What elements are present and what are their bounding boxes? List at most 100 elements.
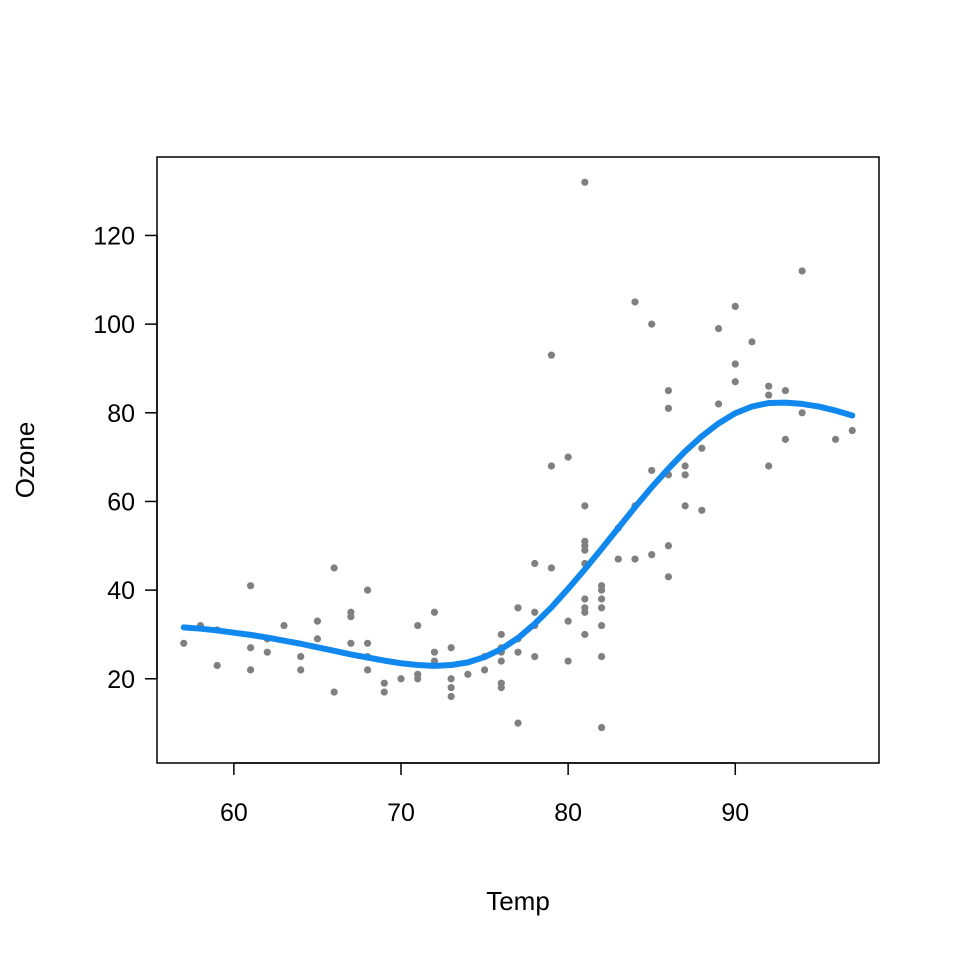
data-point-84	[664, 387, 673, 395]
data-point-63	[581, 546, 589, 554]
data-point-99	[748, 338, 756, 346]
data-point-13	[313, 635, 322, 643]
data-point-88	[664, 573, 673, 581]
data-point-25	[397, 675, 405, 683]
data-point-23	[380, 679, 388, 687]
data-point-38	[480, 666, 489, 674]
data-point-60	[581, 502, 589, 510]
data-point-100	[765, 382, 773, 390]
data-point-22	[363, 666, 372, 674]
y-tick-label-100: 100	[93, 311, 135, 339]
data-point-50	[531, 608, 539, 616]
data-point-77	[614, 555, 622, 563]
smooth-curve	[180, 399, 856, 669]
data-point-18	[347, 639, 355, 647]
data-point-28	[414, 675, 422, 683]
data-point-20	[363, 639, 372, 647]
data-point-54	[547, 462, 556, 470]
y-tick-label-40: 40	[107, 577, 135, 605]
data-point-95	[714, 400, 723, 408]
data-point-78	[631, 298, 639, 306]
data-point-48	[514, 719, 522, 727]
data-point-36	[464, 670, 472, 678]
data-point-101	[765, 391, 773, 399]
data-point-107	[831, 435, 840, 443]
data-point-96	[731, 302, 739, 310]
data-point-8	[263, 648, 271, 656]
data-point-0	[180, 639, 188, 647]
data-point-91	[681, 502, 689, 510]
data-point-104	[781, 435, 790, 443]
data-point-26	[414, 621, 422, 630]
data-point-53	[547, 351, 556, 359]
data-point-44	[497, 684, 505, 692]
data-point-29	[430, 608, 439, 616]
x-tick-label-60: 60	[220, 799, 248, 827]
data-point-74	[597, 653, 606, 661]
data-point-70	[597, 586, 606, 594]
data-point-12	[313, 617, 322, 625]
plot-frame	[156, 156, 880, 764]
data-point-56	[564, 453, 572, 461]
data-point-92	[698, 444, 706, 452]
data-point-81	[648, 320, 656, 328]
data-point-52	[531, 653, 539, 661]
data-point-67	[581, 608, 589, 616]
data-point-87	[664, 542, 673, 550]
data-point-89	[681, 462, 689, 470]
data-point-97	[731, 360, 739, 368]
data-point-80	[631, 555, 639, 563]
data-point-85	[664, 404, 673, 412]
data-point-73	[597, 621, 606, 630]
y-axis-title: Ozone	[10, 422, 40, 499]
data-point-19	[363, 586, 372, 594]
data-point-47	[514, 648, 522, 656]
data-point-83	[648, 551, 656, 559]
data-point-34	[447, 684, 455, 692]
data-point-9	[280, 621, 288, 630]
data-point-24	[380, 688, 388, 696]
data-point-94	[714, 324, 723, 333]
data-point-30	[430, 648, 439, 656]
data-point-68	[581, 630, 589, 639]
data-point-57	[564, 617, 572, 625]
x-axis: 60 70 80 90	[220, 762, 749, 827]
y-tick-label-20: 20	[107, 666, 135, 694]
data-point-106	[798, 409, 806, 417]
data-point-11	[297, 666, 305, 674]
data-point-90	[681, 471, 689, 479]
data-point-5	[246, 644, 255, 652]
data-point-102	[765, 462, 773, 470]
data-point-35	[447, 692, 455, 701]
data-point-82	[648, 466, 656, 475]
data-point-49	[531, 559, 539, 568]
data-point-55	[547, 564, 556, 572]
data-point-98	[731, 378, 739, 386]
data-point-108	[848, 426, 856, 435]
y-tick-label-60: 60	[107, 488, 135, 516]
data-point-33	[447, 675, 455, 683]
data-point-14	[330, 564, 338, 572]
x-tick-label-80: 80	[554, 799, 582, 827]
data-point-45	[514, 604, 522, 612]
x-tick-label-90: 90	[721, 799, 749, 827]
data-point-103	[781, 387, 790, 395]
data-point-59	[581, 178, 589, 186]
y-axis: 20 40 60 80 100 120	[93, 222, 158, 694]
data-point-4	[246, 582, 255, 590]
data-point-75	[597, 723, 606, 732]
y-tick-label-80: 80	[107, 400, 135, 428]
data-point-15	[330, 688, 338, 696]
y-tick-label-120: 120	[93, 222, 135, 250]
scatter-points	[180, 178, 856, 732]
data-point-93	[698, 506, 706, 514]
data-point-6	[246, 666, 255, 674]
data-point-42	[497, 657, 505, 665]
data-point-39	[497, 630, 505, 639]
data-point-72	[597, 604, 606, 612]
data-point-32	[447, 644, 455, 652]
data-point-105	[798, 267, 806, 275]
data-point-10	[297, 653, 305, 661]
data-point-71	[597, 595, 606, 603]
